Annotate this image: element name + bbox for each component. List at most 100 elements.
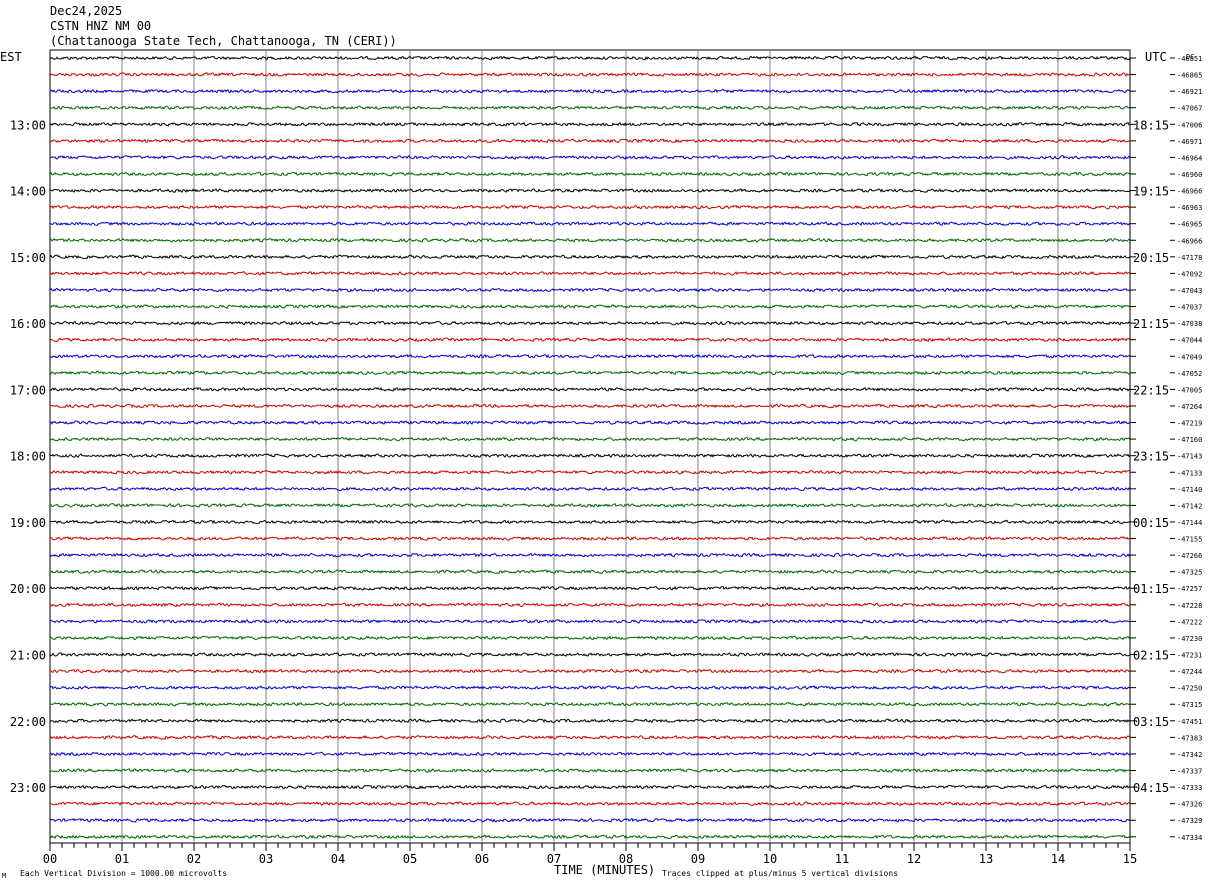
x-tick-label: 14 <box>1051 852 1065 866</box>
dc-offset-label: -47334 <box>1177 834 1202 842</box>
dc-offset-label: -47005 <box>1177 386 1202 394</box>
left-hour-label: 14:00 <box>10 185 46 199</box>
trace-row <box>49 138 1131 144</box>
axis-labels: -46851 -46865 -46921 -47067 -47006 -46971 -469… <box>10 55 1202 842</box>
left-hour-label: 16:00 <box>10 317 46 331</box>
left-timezone-label: EST <box>0 50 22 64</box>
dc-offset-label: -47178 <box>1177 254 1202 262</box>
trace-row <box>49 88 1131 94</box>
trace-row <box>49 701 1131 707</box>
right-hour-label: 21:15 <box>1133 317 1169 331</box>
trace-row <box>49 685 1131 690</box>
right-hour-label: 00:15 <box>1133 516 1169 530</box>
footer-right-note: Traces clipped at plus/minus 5 vertical … <box>662 869 898 878</box>
trace-row <box>49 353 1131 359</box>
trace-row <box>49 370 1131 376</box>
dc-offset-label: -46966 <box>1177 237 1202 245</box>
x-tick-label: 10 <box>763 852 777 866</box>
dc-offset-label: -47383 <box>1177 734 1202 742</box>
trace-row <box>49 602 1131 608</box>
trace-row <box>49 254 1131 260</box>
right-hour-label: 02:15 <box>1133 649 1169 663</box>
x-axis-ticks: 00 01 02 03 04 05 06 07 08 09 10 11 12 13 14 15 <box>43 843 1137 866</box>
dc-offset-label: -47092 <box>1177 270 1202 278</box>
dc-offset-label: -47264 <box>1177 403 1202 411</box>
left-hour-label: 22:00 <box>10 715 46 729</box>
x-tick-label: 03 <box>259 852 273 866</box>
trace-row <box>49 155 1131 160</box>
dc-offset-label: -47143 <box>1177 453 1202 461</box>
dc-offset-label: -47329 <box>1177 817 1202 825</box>
trace-row <box>49 453 1131 458</box>
trace-row <box>49 436 1131 442</box>
right-hour-label: 22:15 <box>1133 383 1169 397</box>
dc-offset-label: -47049 <box>1177 353 1202 361</box>
station-location: (Chattanooga State Tech, Chattanooga, TN… <box>50 34 397 48</box>
right-timezone-label: UTC <box>1145 50 1167 64</box>
dc-offset-label: -47222 <box>1177 618 1202 626</box>
dc-offset-label: -47144 <box>1177 519 1202 527</box>
dc-offset-label: -47043 <box>1177 287 1202 295</box>
right-hour-label: 23:15 <box>1133 450 1169 464</box>
dc-offset-label: -46963 <box>1177 204 1202 212</box>
dc-offset-label: -47250 <box>1177 685 1202 693</box>
right-hour-label: 01:15 <box>1133 582 1169 596</box>
plot-frame <box>49 49 1131 844</box>
dc-offset-label: -46966 <box>1177 188 1202 196</box>
trace-row <box>49 55 1131 61</box>
trace-row <box>49 320 1131 326</box>
x-tick-label: 00 <box>43 852 57 866</box>
dc-offset-label: -47451 <box>1177 718 1202 726</box>
dc-offset-label: -47133 <box>1177 469 1202 477</box>
trace-row <box>49 718 1131 724</box>
dc-offset-label: -47342 <box>1177 751 1202 759</box>
footer-left-note: Each Vertical Division = 1000.00 microvo… <box>20 869 227 878</box>
left-hour-label: 23:00 <box>10 781 46 795</box>
x-tick-label: 12 <box>907 852 921 866</box>
trace-row <box>49 486 1131 492</box>
dc-offset-label: -46971 <box>1177 138 1202 146</box>
dc-label: DC <box>1186 53 1194 61</box>
right-hour-label: 03:15 <box>1133 715 1169 729</box>
x-tick-label: 02 <box>187 852 201 866</box>
trace-row <box>49 801 1131 806</box>
trace-row <box>49 420 1131 425</box>
dc-offset-label: -47230 <box>1177 635 1202 643</box>
trace-row <box>49 751 1131 757</box>
trace-row <box>49 536 1131 541</box>
x-tick-label: 09 <box>691 852 705 866</box>
trace-row <box>49 817 1131 823</box>
trace-group <box>49 55 1131 839</box>
trace-row <box>49 204 1131 210</box>
dc-offset-label: -47160 <box>1177 436 1202 444</box>
left-hour-label: 18:00 <box>10 450 46 464</box>
dc-offset-label: -47333 <box>1177 784 1202 792</box>
x-tick-label: 11 <box>835 852 849 866</box>
trace-row <box>49 337 1131 342</box>
trace-row <box>49 569 1131 575</box>
trace-row <box>49 768 1131 773</box>
trace-row <box>50 221 1131 226</box>
trace-row <box>49 668 1131 674</box>
trace-row <box>49 304 1131 309</box>
plot-date: Dec24,2025 <box>50 4 123 18</box>
station-code: CSTN HNZ NM 00 <box>50 19 152 33</box>
trace-row <box>49 469 1131 475</box>
dc-offset-label: -47315 <box>1177 701 1202 709</box>
left-hour-label: 13:00 <box>10 118 46 132</box>
dc-offset-label: -46851 <box>1177 55 1202 63</box>
dc-offset-label: -46865 <box>1177 72 1202 80</box>
x-tick-label: 05 <box>403 852 417 866</box>
trace-row <box>49 171 1131 177</box>
dc-offset-label: -47038 <box>1177 320 1202 328</box>
row-ticks <box>1130 57 1175 838</box>
x-tick-label: 13 <box>979 852 993 866</box>
trace-row <box>49 105 1131 111</box>
x-tick-label: 07 <box>547 852 561 866</box>
trace-row <box>49 735 1131 740</box>
dc-offset-label: -47142 <box>1177 502 1202 510</box>
dc-offset-label: -47244 <box>1177 668 1202 676</box>
left-hour-label: 15:00 <box>10 251 46 265</box>
trace-row <box>49 72 1131 77</box>
